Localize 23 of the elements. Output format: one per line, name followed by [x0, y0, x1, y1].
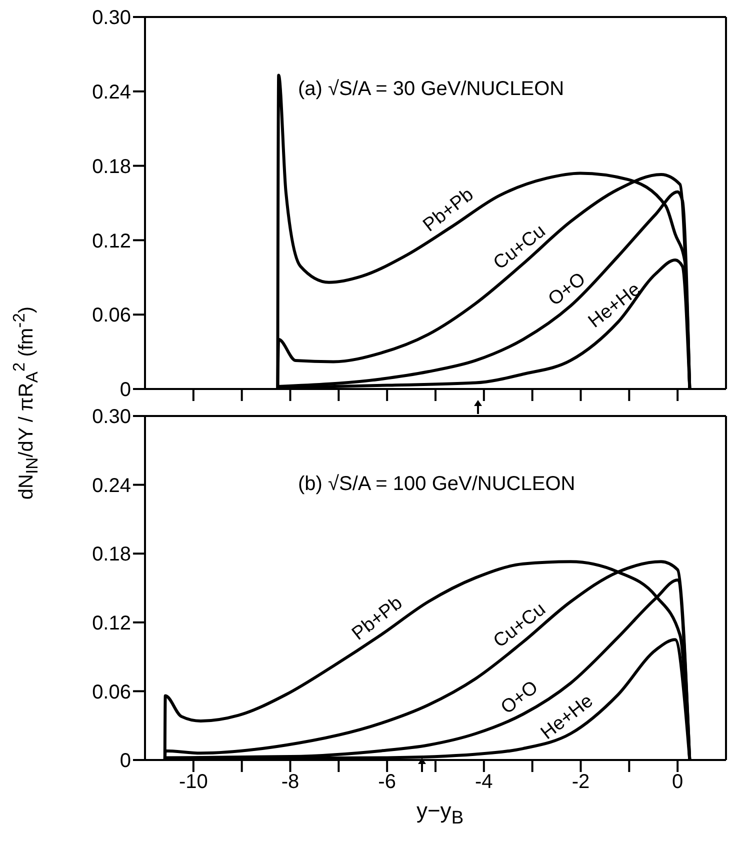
- y-tick-label: 0.30: [92, 7, 131, 30]
- x-tick-label: 0: [672, 771, 684, 794]
- y-tick-label: 0.30: [92, 406, 131, 428]
- x-tick-label: -8: [281, 771, 300, 794]
- text: (a) √S/A = 30 GeV/NUCLEON: [298, 78, 564, 101]
- text: (b) √S/A = 100 GeV/NUCLEON: [298, 473, 576, 496]
- x-tick-label: -6: [378, 771, 396, 794]
- y-tick-label: 0.06: [92, 681, 131, 704]
- y-tick-label: 0.24: [92, 474, 131, 497]
- x-axis-title: y−y$_{B}$: [415, 798, 465, 828]
- y-tick-label: 0.12: [92, 612, 131, 634]
- y-tick-label: 0.18: [92, 156, 131, 178]
- text: O+O: [544, 268, 590, 310]
- x-tick-label: -4: [475, 771, 493, 794]
- text: O+O: [497, 677, 542, 719]
- y-tick-label: 0: [120, 379, 131, 402]
- y-tick-label: 0: [120, 750, 131, 772]
- y-tick-label: 0.24: [92, 82, 131, 104]
- y-tick-label: 0.12: [92, 230, 131, 252]
- x-tick-label: -2: [572, 771, 590, 794]
- y-tick-label: 0.18: [92, 544, 131, 566]
- y-tick-label: 0.06: [92, 304, 131, 327]
- x-tick-label: -10: [178, 771, 208, 794]
